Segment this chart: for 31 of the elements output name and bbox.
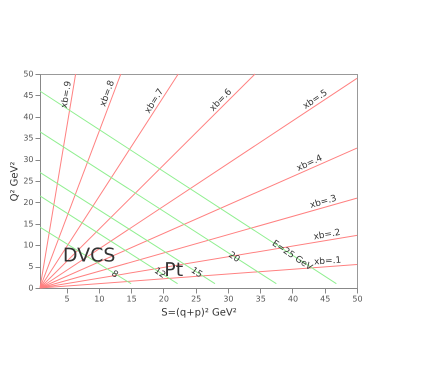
y-tick-label: 25 [23,176,34,186]
annotation: xb=.3 [308,194,338,211]
x-tick-label: 50 [352,294,363,304]
annotation: 15 [188,266,204,280]
x-tick-label: 40 [288,294,298,304]
annotation: xb=.8 [98,78,118,108]
x-tick-label: 35 [256,294,266,304]
x-tick-label: 25 [191,294,202,304]
annotation: 8 [109,268,120,281]
x-tick-label: 20 [158,294,169,304]
y-tick-label: 30 [23,155,34,164]
y-tick-label: 40 [23,112,34,122]
x-tick-label: 5 [64,294,70,304]
annotation: 20 [226,250,242,266]
y-tick-label: 45 [23,90,34,100]
x-axis-title: S=(q+p)² GeV² [161,308,237,318]
y-tick-label: 50 [23,70,34,78]
y-tick-label: 0 [28,284,34,292]
x-tick-label: 10 [94,294,104,304]
x-tick-label: 30 [223,294,234,304]
annotation: xb=.9 [60,80,74,109]
y-tick-label: 5 [28,262,34,272]
y-tick-label: 10 [23,240,34,250]
x-tick-label: 15 [126,294,137,304]
y-axis-title: Q² GeV² [9,162,20,202]
x-tick-label: 45 [320,294,330,304]
annotation: xb=.1 [314,256,342,268]
y-tick-label: 35 [23,134,34,143]
annotation: xb=.2 [312,228,342,242]
y-tick-label: 20 [23,198,34,207]
y-tick-label: 15 [23,219,34,228]
